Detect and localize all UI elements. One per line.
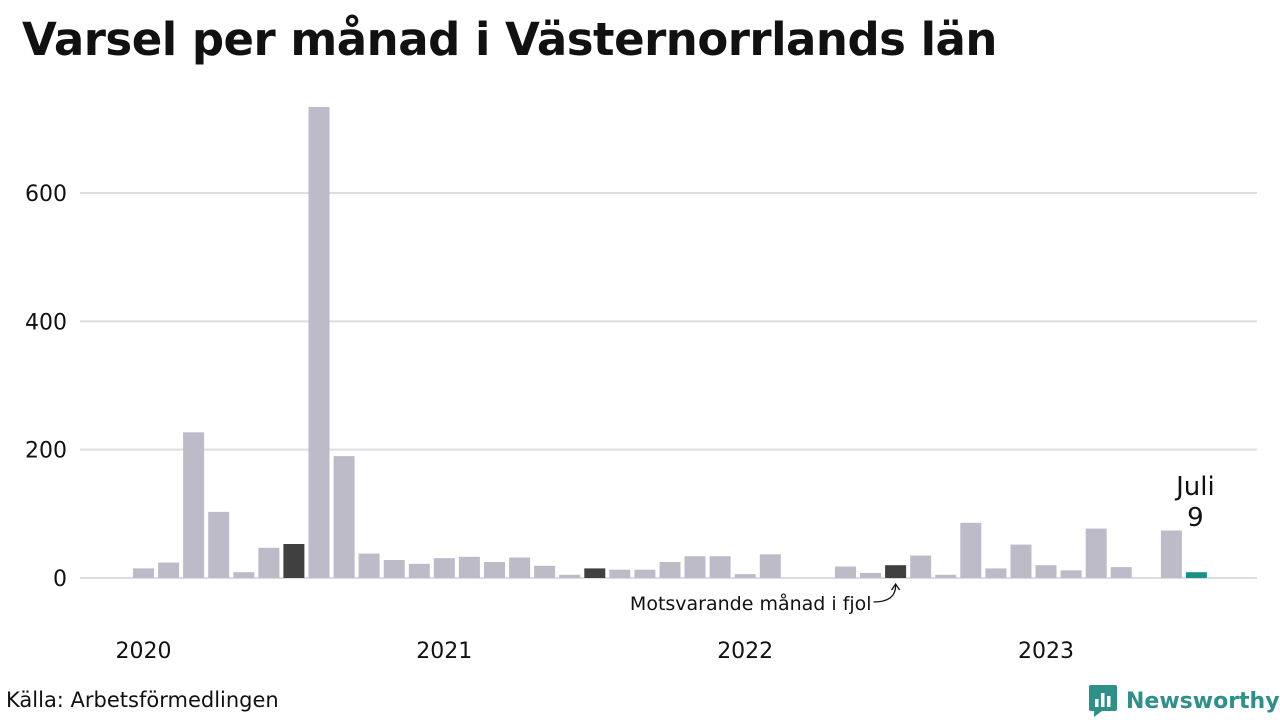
bar	[559, 574, 581, 578]
bar	[208, 511, 230, 578]
comparison-arrowhead	[891, 582, 901, 591]
bar	[935, 574, 957, 578]
grid-lines	[80, 192, 1257, 579]
bar	[759, 554, 781, 578]
bar	[258, 547, 280, 578]
bar	[634, 569, 656, 578]
bar	[534, 565, 556, 578]
x-tick-label: 2021	[416, 639, 472, 664]
y-tick-label: 600	[25, 182, 67, 207]
bar	[133, 568, 154, 578]
bar	[183, 432, 205, 578]
bar	[408, 563, 430, 578]
bar	[659, 562, 681, 578]
y-tick-label: 200	[25, 439, 67, 464]
bar	[308, 107, 330, 578]
chart-title: Varsel per månad i Västernorrlands län	[22, 13, 997, 66]
bar	[684, 556, 706, 578]
bar	[158, 562, 180, 578]
y-tick-label: 0	[53, 567, 67, 592]
comparison-arrow	[873, 583, 897, 603]
bar-same-month	[283, 544, 305, 578]
bar	[1010, 544, 1032, 578]
bar	[1085, 528, 1107, 578]
bar	[383, 560, 405, 578]
bar	[609, 569, 631, 578]
bar	[433, 558, 455, 578]
bar	[1110, 567, 1132, 578]
x-tick-label: 2023	[1018, 639, 1074, 664]
bars	[133, 107, 1207, 579]
bar-same-month	[584, 568, 606, 578]
bar	[835, 566, 856, 579]
bar	[1160, 530, 1182, 578]
brand-name: Newsworthy	[1126, 688, 1280, 714]
comparison-annotation: Motsvarande månad i fjol	[630, 592, 872, 615]
bar	[734, 574, 756, 578]
bar	[358, 553, 380, 578]
bar	[709, 556, 731, 578]
bar	[985, 568, 1007, 578]
latest-month-label: Juli	[1174, 472, 1215, 502]
x-tick-label: 2020	[116, 639, 172, 664]
newsworthy-chart-logo-icon	[1089, 685, 1117, 717]
x-tick-label: 2022	[717, 639, 773, 664]
latest-value-label: 9	[1187, 503, 1204, 533]
brand-logo[interactable]: Newsworthy	[1088, 684, 1280, 718]
annotations: Juli 9 Motsvarande månad i fjol	[630, 472, 1215, 615]
bar	[1060, 570, 1082, 578]
bar-latest	[1185, 572, 1207, 578]
bar	[960, 522, 982, 578]
bar	[484, 562, 505, 578]
bar	[860, 572, 881, 578]
bar	[509, 557, 531, 578]
bar	[1035, 565, 1057, 578]
y-axis-ticks: 0 200 400 600	[25, 182, 67, 592]
bar	[910, 555, 932, 578]
source-note: Källa: Arbetsförmedlingen	[6, 688, 279, 712]
bar	[233, 572, 255, 578]
bar	[333, 456, 355, 578]
x-axis-ticks: 2020 2021 2022 2023	[116, 639, 1075, 664]
bar	[458, 556, 480, 578]
bar-comparison	[885, 565, 907, 578]
y-tick-label: 400	[25, 310, 67, 335]
